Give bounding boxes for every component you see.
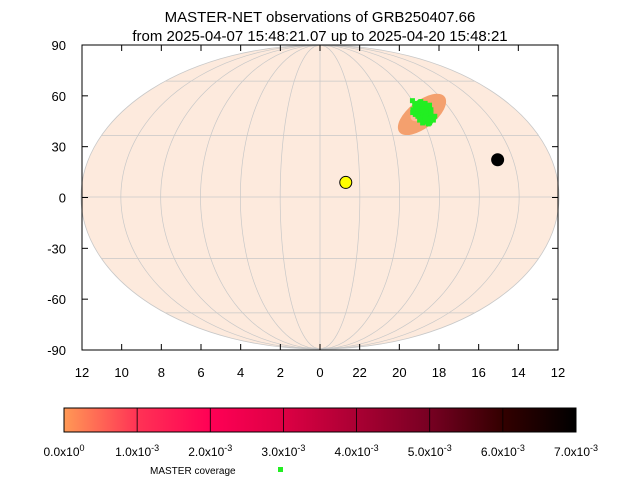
x-tick-label: 16 xyxy=(471,365,485,380)
y-tick-label: 90 xyxy=(52,38,66,53)
x-tick-label: 8 xyxy=(158,365,165,380)
coverage-point xyxy=(409,98,415,104)
x-tick-label: 18 xyxy=(432,365,446,380)
coverage-point xyxy=(410,110,416,116)
coverage-point xyxy=(432,113,438,119)
grid-meridian xyxy=(319,45,401,349)
coverage-point xyxy=(415,113,421,119)
moon-marker xyxy=(491,153,505,167)
coverage-point xyxy=(418,107,424,113)
coverage-point xyxy=(423,119,429,125)
colorbar-tick-label: 7.0x10-3 xyxy=(554,443,598,459)
colorbar-ticks: 0.0x100 1.0x10-3 2.0x10-3 3.0x10-3 4.0x10-3 5… xyxy=(43,408,598,459)
grid-meridian xyxy=(279,45,321,349)
grid-meridian xyxy=(319,45,480,349)
grid-meridian xyxy=(239,45,321,349)
chart-subtitle: from 2025-04-07 15:48:21.07 up to 2025-0… xyxy=(132,28,507,45)
markers xyxy=(339,153,505,189)
coverage-point xyxy=(428,107,434,113)
coverage-point xyxy=(423,110,429,116)
map-grid xyxy=(82,45,558,349)
legend: MASTER coverage xyxy=(150,466,283,477)
x-tick-label: 22 xyxy=(352,365,366,380)
x-tick-label: 4 xyxy=(237,365,244,380)
coverage-point xyxy=(428,110,434,116)
master-coverage-points xyxy=(409,98,438,127)
x-tick-label: 6 xyxy=(197,365,204,380)
sky-map xyxy=(80,44,560,350)
y-tick-label: -60 xyxy=(47,292,66,307)
x-tick-label: 0 xyxy=(316,365,323,380)
colorbar: 0.0x100 1.0x10-3 2.0x10-3 3.0x10-3 4.0x10-3 5… xyxy=(43,407,598,459)
y-tick-label: 30 xyxy=(52,140,66,155)
grid-meridian xyxy=(319,45,520,349)
coverage-point xyxy=(425,121,431,127)
x-tick-label: 20 xyxy=(392,365,406,380)
colorbar-tick-label: 3.0x10-3 xyxy=(261,443,305,459)
colorbar-tick-label: 2.0x10-3 xyxy=(188,443,232,459)
x-tick-label: 2 xyxy=(277,365,284,380)
x-axis: 12 10 8 6 4 2 0 22 20 18 16 14 12 xyxy=(75,45,565,380)
colorbar-tick-label: 6.0x10-3 xyxy=(481,443,525,459)
coverage-point xyxy=(427,102,433,108)
coverage-point xyxy=(410,107,416,113)
coverage-point xyxy=(412,111,418,117)
coverage-point xyxy=(417,117,423,123)
coverage-point xyxy=(421,111,427,117)
colorbar-gradient xyxy=(63,407,577,433)
coverage-point xyxy=(420,120,426,126)
colorbar-tick-label: 5.0x10-3 xyxy=(408,443,452,459)
y-tick-label: 0 xyxy=(59,191,66,206)
coverage-point xyxy=(418,103,424,109)
coverage-point xyxy=(415,110,421,116)
sun-marker xyxy=(339,175,353,189)
grid-meridian xyxy=(319,45,361,349)
y-tick-label: 60 xyxy=(52,89,66,104)
y-tick-label: -30 xyxy=(47,241,66,256)
y-tick-label: -90 xyxy=(47,343,66,358)
coverage-point xyxy=(412,101,418,107)
chart-title: MASTER-NET observations of GRB250407.66 xyxy=(165,9,476,26)
coverage-point xyxy=(426,116,432,122)
colorbar-tick-label: 1.0x10-3 xyxy=(115,443,159,459)
x-tick-label: 10 xyxy=(114,365,128,380)
coverage-point xyxy=(421,109,427,115)
colorbar-tick-label: 4.0x10-3 xyxy=(335,443,379,459)
coverage-point xyxy=(424,108,430,114)
grid-meridian xyxy=(120,45,321,349)
coverage-point xyxy=(414,106,420,112)
coverage-point xyxy=(421,106,427,112)
colorbar-tick-label: 0.0x100 xyxy=(43,443,84,459)
coverage-point xyxy=(422,100,428,106)
grid-meridian xyxy=(160,45,321,349)
coverage-point xyxy=(420,117,426,123)
y-axis: 90 60 30 0 -30 -60 -90 xyxy=(47,38,558,358)
legend-label: MASTER coverage xyxy=(150,466,236,477)
x-tick-label: 14 xyxy=(511,365,525,380)
coverage-point xyxy=(413,109,419,115)
coverage-point xyxy=(414,100,420,106)
coverage-point xyxy=(418,110,424,116)
coverage-point xyxy=(428,112,434,118)
x-tick-label: 12 xyxy=(551,365,565,380)
coverage-point xyxy=(430,117,436,123)
x-tick-label: 12 xyxy=(75,365,89,380)
coverage-point xyxy=(418,112,424,118)
grid-meridian xyxy=(200,45,321,349)
coverage-point xyxy=(418,99,424,105)
coverage-point xyxy=(422,114,428,120)
grid-meridian xyxy=(319,45,440,349)
legend-swatch xyxy=(278,467,283,472)
